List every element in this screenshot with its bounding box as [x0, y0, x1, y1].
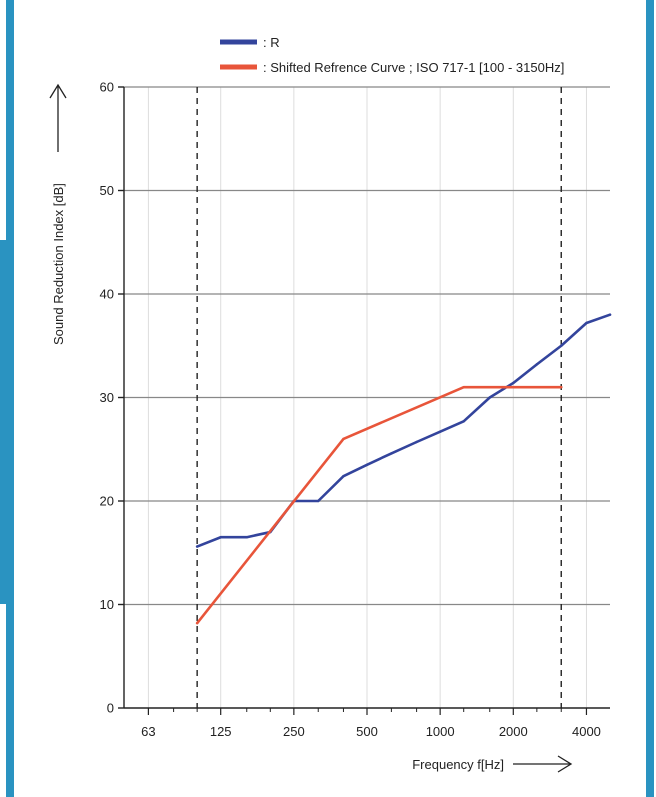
data-point: [245, 536, 248, 539]
data-point: [219, 536, 222, 539]
legend-label-r: : R: [263, 35, 280, 50]
y-tick-label: 30: [100, 390, 114, 405]
legend-label-reference: : Shifted Refrence Curve ; ISO 717-1 [10…: [263, 60, 564, 75]
data-point: [390, 452, 393, 455]
y-axis-label: Sound Reduction Index [dB]: [51, 183, 66, 345]
data-point: [342, 437, 345, 441]
major-grid: [124, 86, 610, 606]
x-tick-label: 1000: [426, 724, 455, 739]
x-tick-label: 250: [283, 724, 305, 739]
data-point: [608, 313, 612, 316]
y-tick-labels: 0 10 20 30 40 50 60: [100, 80, 114, 716]
data-point: [415, 440, 418, 444]
data-point: [488, 396, 491, 399]
left-side-tab: [0, 240, 10, 604]
data-point: [195, 621, 199, 625]
x-tick-label: 63: [141, 724, 155, 739]
data-point: [462, 420, 465, 423]
y-tick-label: 40: [100, 287, 114, 302]
x-tick-label: 125: [210, 724, 232, 739]
x-tick-labels: 63 125 250 500 1000 2000 4000: [141, 724, 601, 739]
data-point: [342, 474, 345, 478]
y-tick-label: 20: [100, 494, 114, 509]
y-tick-label: 50: [100, 183, 114, 198]
data-point: [585, 321, 588, 325]
data-point: [365, 463, 369, 466]
data-point: [512, 381, 515, 385]
series-line-r: [195, 313, 612, 548]
data-point: [560, 385, 563, 389]
data-point: [560, 344, 563, 347]
x-axis-label: Frequency f[Hz]: [412, 757, 504, 772]
x-tick-label: 500: [356, 724, 378, 739]
x-tick-label: 4000: [572, 724, 601, 739]
y-tick-label: 0: [107, 701, 114, 716]
chart: 0 10 20 30 40 50 60 63 125 250 500 1000 2000 4000: [100, 80, 612, 739]
x-axis-title: Frequency f[Hz]: [412, 755, 573, 773]
axes: [118, 86, 610, 715]
data-point: [462, 385, 465, 389]
data-point: [438, 430, 442, 433]
x-axis-arrow: [513, 755, 573, 773]
y-tick-label: 10: [100, 597, 114, 612]
data-point: [195, 545, 199, 548]
data-point: [317, 499, 320, 503]
y-tick-label: 60: [100, 80, 114, 95]
series-line-reference: [195, 385, 563, 625]
y-axis-arrow: [49, 83, 67, 152]
vertical-reference-lines: [196, 87, 562, 708]
x-tick-label: 2000: [499, 724, 528, 739]
legend: : R : Shifted Refrence Curve ; ISO 717-1…: [220, 35, 564, 75]
y-axis-title: Sound Reduction Index [dB]: [49, 83, 67, 345]
series-lines: [195, 313, 612, 625]
data-point: [535, 363, 539, 366]
